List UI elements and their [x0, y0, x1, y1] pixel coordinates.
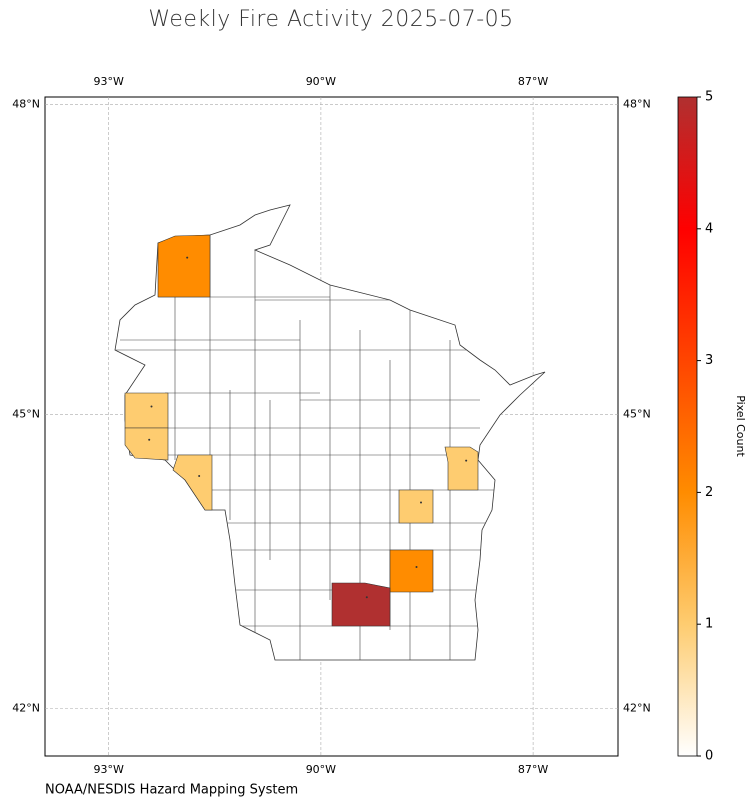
- colorbar-tick-label: 4: [705, 221, 713, 236]
- lat-label: 42°N: [623, 701, 651, 714]
- fire-county: [444, 446, 479, 491]
- fire-point: [415, 566, 418, 568]
- fire-county: [331, 582, 391, 627]
- fire-point: [420, 501, 422, 504]
- colorbar-label: Pixel Count: [734, 395, 747, 457]
- fire-point: [150, 405, 153, 408]
- fire-county: [398, 489, 434, 524]
- lon-label: 90°W: [306, 763, 336, 776]
- lon-label: 93°W: [93, 763, 123, 776]
- colorbar-tick-label: 3: [705, 353, 713, 368]
- colorbar: [677, 96, 698, 757]
- fire-county: [124, 392, 169, 429]
- lon-label: 90°W: [306, 75, 336, 88]
- fire-point: [465, 459, 468, 462]
- lon-label: 87°W: [518, 75, 548, 88]
- map-frame: [44, 96, 619, 757]
- lat-label: 48°N: [12, 97, 40, 110]
- fire-point: [198, 475, 201, 477]
- fire-county: [124, 427, 169, 461]
- colorbar-tick-label: 0: [705, 749, 713, 764]
- fire-county: [172, 454, 213, 511]
- fire-point: [186, 256, 189, 259]
- title: Weekly Fire Activity 2025-07-05: [148, 7, 513, 32]
- colorbar-tick-label: 1: [705, 617, 713, 632]
- fire-point: [365, 596, 368, 599]
- lon-label: 93°W: [93, 75, 123, 88]
- source: NOAA/NESDIS Hazard Mapping System: [45, 783, 298, 798]
- lat-label: 42°N: [12, 701, 40, 714]
- colorbar-tick-label: 5: [705, 90, 713, 105]
- fire-county: [157, 234, 211, 298]
- lat-label: 45°N: [12, 407, 40, 420]
- lat-label: 45°N: [623, 407, 651, 420]
- fire-point: [148, 438, 151, 441]
- colorbar-tick-label: 2: [705, 485, 713, 500]
- fire-county: [389, 549, 434, 593]
- lat-label: 48°N: [623, 97, 651, 110]
- lon-label: 87°W: [518, 763, 548, 776]
